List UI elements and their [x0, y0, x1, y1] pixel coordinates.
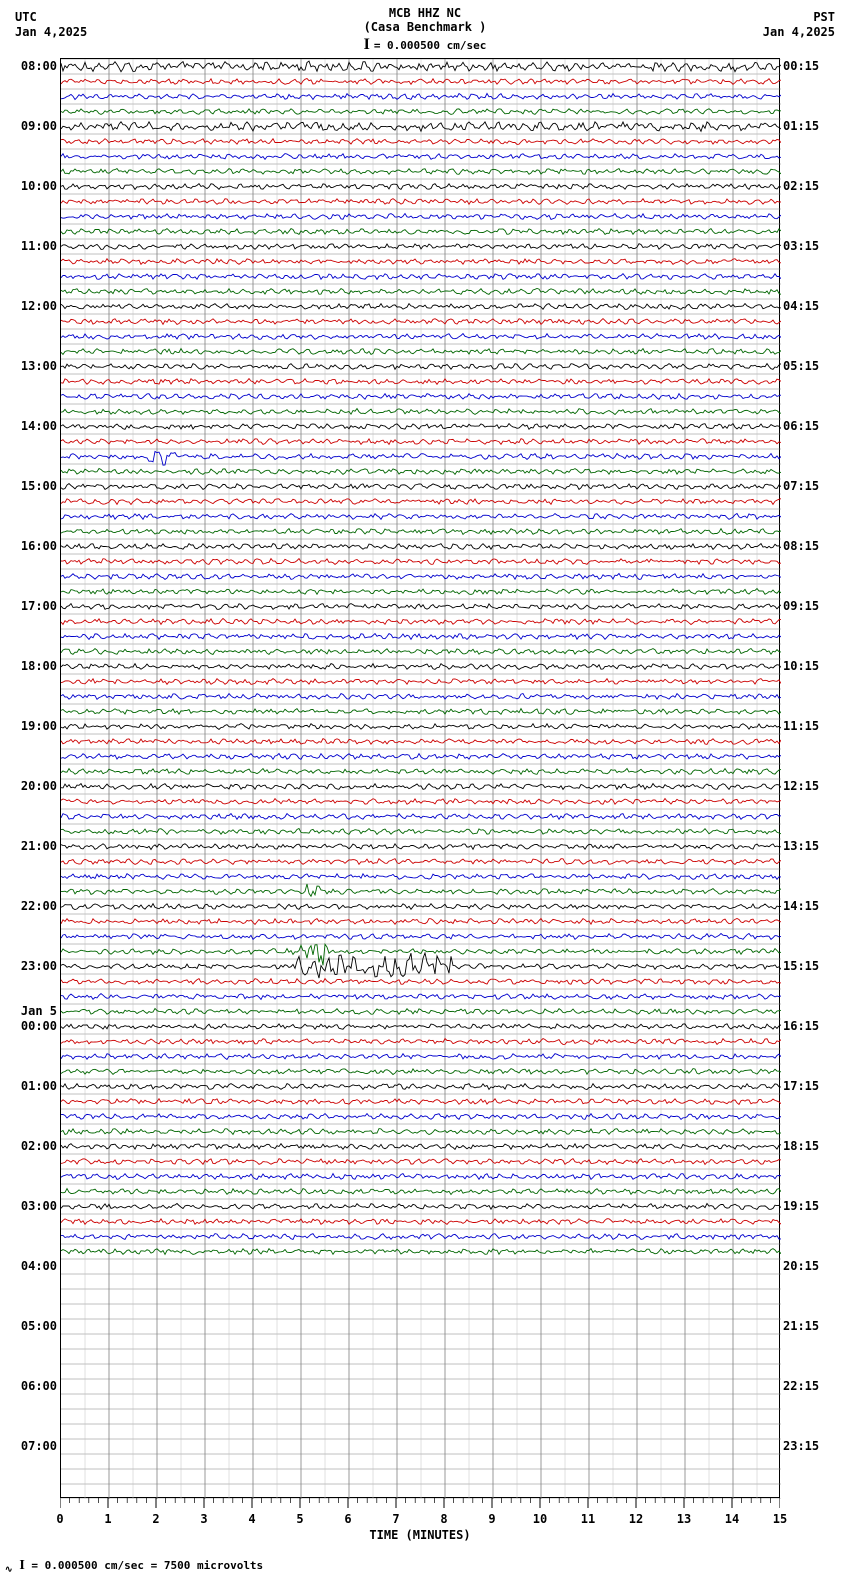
x-tick-label: 2 [146, 1512, 166, 1526]
right-time-label: 10:15 [783, 659, 838, 673]
left-time-label: 02:00 [2, 1139, 57, 1153]
seismogram-container: UTC Jan 4,2025 PST Jan 4,2025 MCB HHZ NC… [0, 0, 850, 1584]
footer-scale: ∿ I = 0.000500 cm/sec = 7500 microvolts [5, 1558, 263, 1575]
location-title: (Casa Benchmark ) [0, 20, 850, 34]
right-time-label: 14:15 [783, 899, 838, 913]
right-time-label: 21:15 [783, 1319, 838, 1333]
station-title: MCB HHZ NC [0, 6, 850, 20]
left-time-label: 11:00 [2, 239, 57, 253]
left-time-label: 01:00 [2, 1079, 57, 1093]
right-time-label: 22:15 [783, 1379, 838, 1393]
left-time-label: 17:00 [2, 599, 57, 613]
left-time-label: 15:00 [2, 479, 57, 493]
right-time-label: 23:15 [783, 1439, 838, 1453]
x-tick-label: 9 [482, 1512, 502, 1526]
left-time-label: 16:00 [2, 539, 57, 553]
right-time-label: 00:15 [783, 59, 838, 73]
header: UTC Jan 4,2025 PST Jan 4,2025 MCB HHZ NC… [0, 0, 850, 55]
left-time-label: 03:00 [2, 1199, 57, 1213]
right-time-label: 01:15 [783, 119, 838, 133]
right-time-label: 15:15 [783, 959, 838, 973]
right-time-label: 18:15 [783, 1139, 838, 1153]
scale-label: I = 0.000500 cm/sec [0, 36, 850, 54]
left-time-label: 18:00 [2, 659, 57, 673]
right-time-label: 09:15 [783, 599, 838, 613]
right-time-label: 07:15 [783, 479, 838, 493]
left-time-label: 07:00 [2, 1439, 57, 1453]
left-time-label: 09:00 [2, 119, 57, 133]
helicorder-plot [60, 58, 780, 1498]
x-tick-label: 0 [50, 1512, 70, 1526]
left-time-label: 19:00 [2, 719, 57, 733]
left-time-label: 21:00 [2, 839, 57, 853]
right-time-label: 05:15 [783, 359, 838, 373]
right-time-label: 19:15 [783, 1199, 838, 1213]
left-time-label: 10:00 [2, 179, 57, 193]
left-time-label: 14:00 [2, 419, 57, 433]
left-time-label: 08:00 [2, 59, 57, 73]
left-time-label: 23:00 [2, 959, 57, 973]
x-tick-label: 12 [626, 1512, 646, 1526]
left-time-label: 06:00 [2, 1379, 57, 1393]
right-time-label: 06:15 [783, 419, 838, 433]
right-time-label: 13:15 [783, 839, 838, 853]
plot-svg [61, 59, 781, 1499]
left-time-label: 04:00 [2, 1259, 57, 1273]
x-tick-label: 4 [242, 1512, 262, 1526]
right-time-label: 16:15 [783, 1019, 838, 1033]
left-time-label: 12:00 [2, 299, 57, 313]
x-axis-title: TIME (MINUTES) [60, 1528, 780, 1542]
x-tick-label: 15 [770, 1512, 790, 1526]
right-time-label: 17:15 [783, 1079, 838, 1093]
x-tick-label: 11 [578, 1512, 598, 1526]
right-time-label: 20:15 [783, 1259, 838, 1273]
left-time-label: 20:00 [2, 779, 57, 793]
x-tick-label: 10 [530, 1512, 550, 1526]
right-time-label: 02:15 [783, 179, 838, 193]
xaxis-ticks [60, 1498, 780, 1512]
x-tick-label: 7 [386, 1512, 406, 1526]
right-time-label: 03:15 [783, 239, 838, 253]
x-tick-label: 3 [194, 1512, 214, 1526]
x-tick-label: 6 [338, 1512, 358, 1526]
left-time-label: 22:00 [2, 899, 57, 913]
right-time-label: 08:15 [783, 539, 838, 553]
x-tick-label: 14 [722, 1512, 742, 1526]
x-tick-label: 8 [434, 1512, 454, 1526]
left-time-label: 00:00 [2, 1019, 57, 1033]
left-time-label: 13:00 [2, 359, 57, 373]
left-time-label: 05:00 [2, 1319, 57, 1333]
x-tick-label: 13 [674, 1512, 694, 1526]
x-tick-label: 1 [98, 1512, 118, 1526]
x-tick-label: 5 [290, 1512, 310, 1526]
left-time-label: Jan 5 [2, 1004, 57, 1018]
right-time-label: 11:15 [783, 719, 838, 733]
right-time-label: 04:15 [783, 299, 838, 313]
right-time-label: 12:15 [783, 779, 838, 793]
